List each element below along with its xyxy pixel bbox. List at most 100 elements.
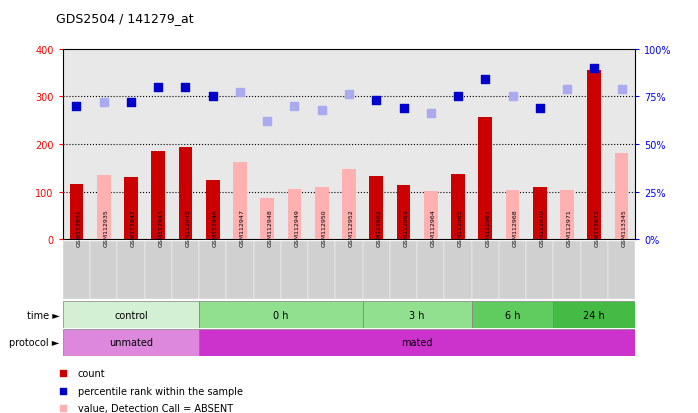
Point — [361, 316, 372, 323]
Bar — [233, 162, 247, 240]
Bar — [260, 198, 274, 240]
Bar — [554, 301, 635, 328]
Bar — [288, 189, 302, 240]
Text: GSM112967: GSM112967 — [485, 209, 490, 246]
Bar — [63, 301, 199, 328]
Point — [180, 84, 191, 91]
Point — [126, 100, 137, 106]
Bar — [363, 301, 472, 328]
Bar — [451, 174, 465, 240]
Text: GSM112931: GSM112931 — [77, 209, 82, 246]
Bar — [554, 242, 581, 299]
Text: GSM112962: GSM112962 — [376, 209, 381, 246]
Text: GSM112952: GSM112952 — [349, 209, 354, 246]
Bar — [144, 242, 172, 299]
Point — [588, 65, 600, 72]
Point — [398, 105, 409, 112]
Point — [534, 105, 545, 112]
Bar — [315, 188, 329, 240]
Bar — [526, 242, 554, 299]
Bar — [226, 242, 253, 299]
Bar — [179, 148, 192, 240]
Bar — [342, 169, 356, 240]
Bar — [97, 176, 110, 240]
Text: 0 h: 0 h — [273, 310, 288, 320]
Point — [316, 107, 327, 114]
Point — [343, 92, 355, 98]
Bar — [151, 152, 165, 240]
Text: GSM112949: GSM112949 — [295, 209, 299, 246]
Bar — [90, 242, 117, 299]
Text: protocol ►: protocol ► — [10, 337, 59, 348]
Bar — [588, 71, 601, 240]
Bar — [499, 242, 526, 299]
Point — [425, 111, 436, 117]
Bar — [506, 191, 519, 240]
Text: GSM112948: GSM112948 — [267, 209, 272, 246]
Bar — [533, 188, 547, 240]
Bar — [70, 185, 83, 240]
Bar — [417, 242, 445, 299]
Point — [561, 86, 572, 93]
Point — [71, 103, 82, 110]
Text: GSM112968: GSM112968 — [512, 209, 517, 246]
Point — [98, 100, 110, 106]
Text: GSM112965: GSM112965 — [458, 209, 463, 246]
Bar — [63, 242, 90, 299]
Text: GSM112972: GSM112972 — [594, 209, 600, 246]
Bar — [124, 178, 138, 240]
Point — [262, 119, 273, 125]
Text: mated: mated — [401, 337, 433, 348]
Bar — [472, 301, 554, 328]
Text: unmated: unmated — [109, 337, 153, 348]
Bar — [199, 301, 363, 328]
Bar — [172, 242, 199, 299]
Bar — [335, 242, 363, 299]
Text: GSM112946: GSM112946 — [213, 209, 218, 246]
Bar — [478, 118, 492, 240]
Point — [289, 103, 300, 110]
Text: GSM112943: GSM112943 — [158, 209, 163, 246]
Text: value, Detection Call = ABSENT: value, Detection Call = ABSENT — [77, 403, 233, 413]
Text: GSM112971: GSM112971 — [567, 209, 572, 246]
Bar — [581, 242, 608, 299]
Text: control: control — [114, 310, 148, 320]
Bar — [369, 176, 383, 240]
Text: 24 h: 24 h — [584, 310, 605, 320]
Bar — [396, 186, 410, 240]
Bar — [608, 242, 635, 299]
Text: GSM113345: GSM113345 — [621, 209, 627, 246]
Point — [361, 0, 372, 4]
Bar — [560, 191, 574, 240]
Point — [371, 97, 382, 104]
Text: GDS2504 / 141279_at: GDS2504 / 141279_at — [56, 12, 193, 25]
Point — [480, 77, 491, 83]
Text: GSM112964: GSM112964 — [431, 209, 436, 246]
Text: GSM112942: GSM112942 — [131, 209, 136, 246]
Point — [361, 157, 372, 163]
Bar — [363, 242, 390, 299]
Bar — [253, 242, 281, 299]
Bar — [308, 242, 335, 299]
Text: count: count — [77, 368, 105, 378]
Text: percentile rank within the sample: percentile rank within the sample — [77, 386, 243, 396]
Bar — [63, 329, 199, 356]
Bar — [445, 242, 472, 299]
Bar — [615, 154, 628, 240]
Text: time ►: time ► — [27, 310, 59, 320]
Point — [207, 94, 218, 100]
Text: GSM112950: GSM112950 — [322, 209, 327, 246]
Text: GSM112947: GSM112947 — [240, 209, 245, 246]
Text: 3 h: 3 h — [410, 310, 425, 320]
Point — [507, 94, 518, 100]
Text: GSM112935: GSM112935 — [104, 209, 109, 246]
Text: GSM112970: GSM112970 — [540, 209, 544, 246]
Bar — [117, 242, 144, 299]
Bar — [390, 242, 417, 299]
Bar — [472, 242, 499, 299]
Text: 6 h: 6 h — [505, 310, 520, 320]
Bar — [206, 180, 220, 240]
Text: GSM112945: GSM112945 — [186, 209, 191, 246]
Bar — [199, 242, 226, 299]
Point — [235, 90, 246, 97]
